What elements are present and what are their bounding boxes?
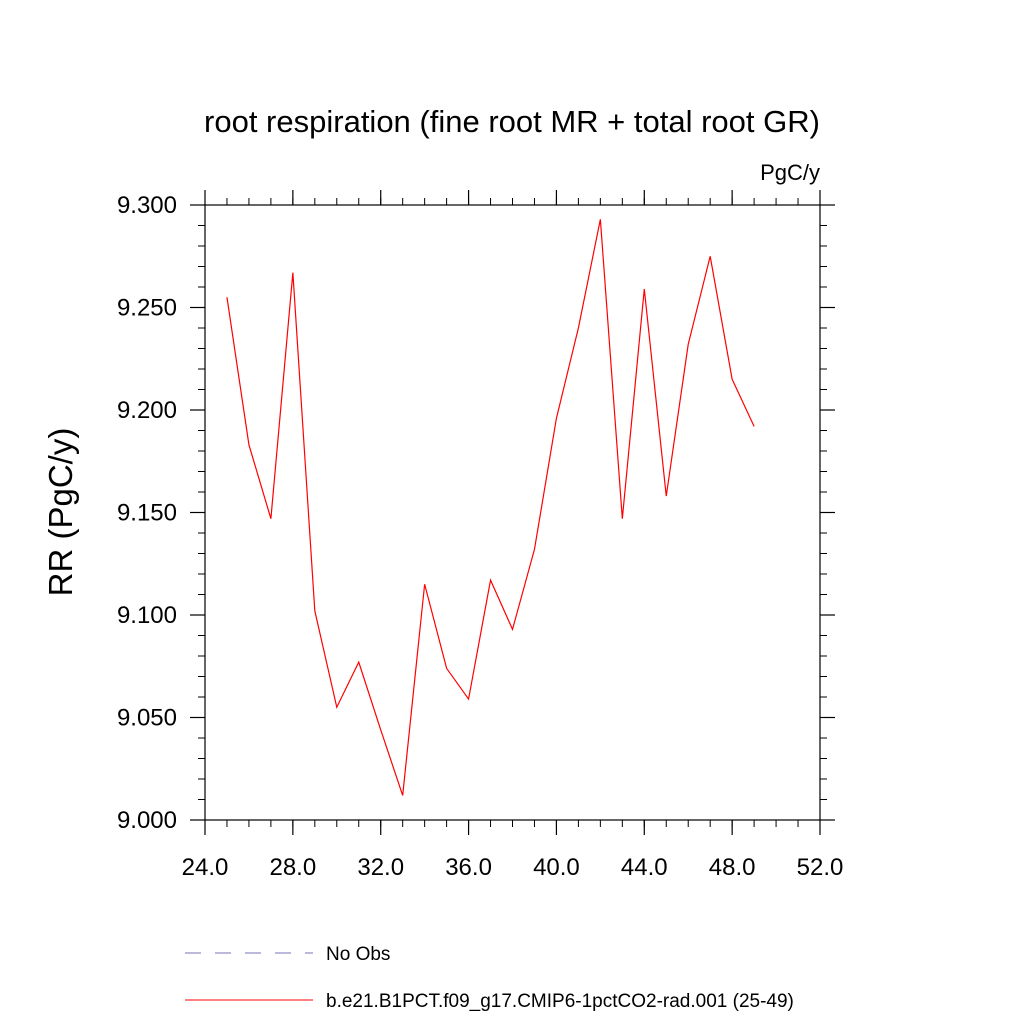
- data-point: [335, 705, 339, 709]
- x-tick-label: 40.0: [533, 854, 580, 881]
- y-axis-label: RR (PgC/y): [42, 428, 79, 597]
- data-point: [730, 377, 734, 381]
- x-tick-label: 48.0: [709, 854, 756, 881]
- x-tick-label: 28.0: [269, 854, 316, 881]
- y-tick-label: 9.250: [117, 295, 177, 322]
- data-point: [313, 609, 317, 613]
- data-point: [423, 582, 427, 586]
- legend: No Obs b.e21.B1PCT.f09_g17.CMIP6-1pctCO2-…: [185, 944, 794, 1012]
- data-point: [247, 443, 251, 447]
- x-tick-label: 52.0: [797, 854, 844, 881]
- y-tick-label: 9.100: [117, 602, 177, 629]
- data-point: [291, 271, 295, 275]
- y-tick-label: 9.000: [117, 807, 177, 834]
- data-point: [642, 287, 646, 291]
- units-label: PgC/y: [760, 160, 820, 185]
- y-tick-label: 9.200: [117, 397, 177, 424]
- data-point: [445, 666, 449, 670]
- x-tick-label: 32.0: [357, 854, 404, 881]
- y-tick-label: 9.050: [117, 705, 177, 732]
- data-point: [467, 697, 471, 701]
- data-point: [379, 728, 383, 732]
- x-tick-label: 36.0: [445, 854, 492, 881]
- x-tick-label: 44.0: [621, 854, 668, 881]
- data-point: [511, 627, 515, 631]
- data-point: [576, 326, 580, 330]
- data-point: [269, 517, 273, 521]
- legend-label: No Obs: [326, 944, 390, 965]
- y-tick-label: 9.150: [117, 500, 177, 527]
- chart-title: root respiration (fine root MR + total r…: [204, 104, 820, 139]
- axes: 24.0 28.0 32.0 36.0 40.0 44.0 48.0 52.0 9.000 9.0…: [117, 190, 843, 881]
- series-layer: [225, 217, 756, 797]
- data-point: [225, 295, 229, 299]
- series-line: [226, 219, 755, 796]
- legend-label: b.e21.B1PCT.f09_g17.CMIP6-1pctCO2-rad.00…: [326, 991, 794, 1012]
- data-point: [401, 793, 405, 797]
- data-point: [357, 660, 361, 664]
- data-point: [664, 494, 668, 498]
- data-point: [489, 578, 493, 582]
- data-point: [620, 517, 624, 521]
- data-point: [598, 217, 602, 221]
- data-point: [532, 547, 536, 551]
- plot-frame: [204, 204, 821, 821]
- data-point: [554, 416, 558, 420]
- data-point: [686, 342, 690, 346]
- y-tick-label: 9.300: [117, 192, 177, 219]
- data-point: [708, 254, 712, 258]
- data-point: [752, 424, 756, 428]
- x-tick-label: 24.0: [182, 854, 229, 881]
